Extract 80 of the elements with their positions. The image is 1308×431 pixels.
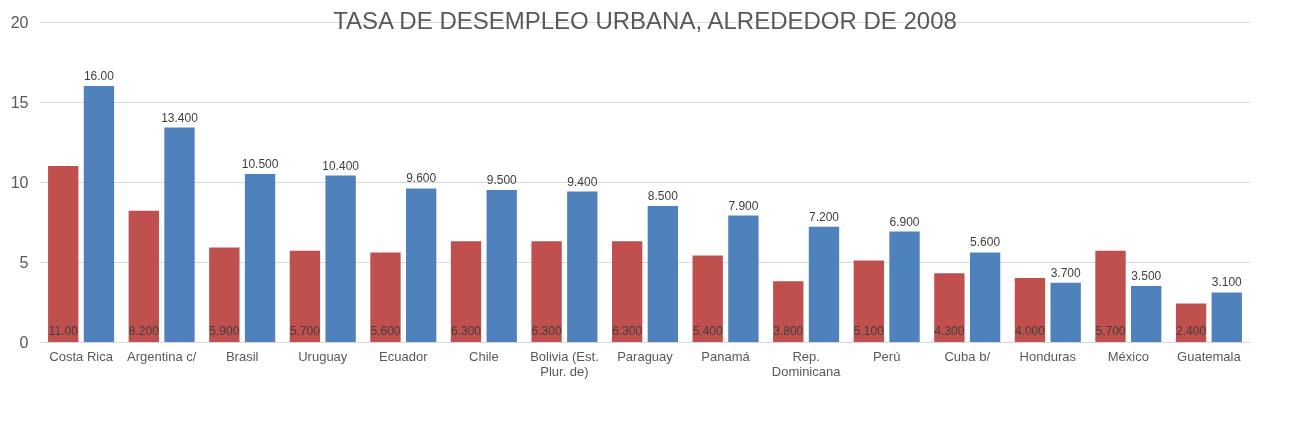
data-label: 8.500 — [647, 189, 679, 203]
data-label: 3.500 — [1131, 269, 1162, 283]
y-tick-label: 20 — [10, 13, 29, 31]
data-label: 2.400 — [1176, 324, 1207, 338]
x-tick-label: Honduras — [1019, 348, 1077, 364]
data-label: 5.100 — [853, 324, 885, 338]
bar — [48, 166, 79, 342]
data-label: 6.300 — [531, 324, 562, 338]
data-label: 5.600 — [370, 324, 401, 338]
data-label: 16.00 — [83, 69, 115, 83]
bar — [611, 241, 643, 342]
x-tick-label: Argentina c/ — [126, 348, 197, 364]
x-tick-label: Costa Rica — [49, 348, 114, 364]
bar — [647, 206, 679, 342]
bar — [934, 273, 965, 342]
bar — [244, 174, 276, 342]
bar — [83, 86, 115, 342]
data-label: 9.400 — [567, 174, 598, 189]
data-label: 3.800 — [773, 324, 804, 338]
bar — [1014, 278, 1046, 342]
x-tick-label: Panamá — [701, 348, 751, 364]
data-label: 10.400 — [322, 158, 360, 173]
data-label: 9.500 — [486, 173, 518, 187]
data-label: 3.700 — [1050, 265, 1081, 280]
x-tick-label: Rep. Dominicana — [771, 348, 842, 379]
bar — [486, 190, 517, 342]
data-label: 11.00 — [48, 324, 79, 338]
x-tick-label: Uruguay — [298, 348, 348, 364]
x-tick-label: Guatemala — [1177, 348, 1242, 364]
bar — [889, 231, 920, 342]
data-label: 9.600 — [406, 171, 437, 186]
y-tick-label: 5 — [19, 253, 29, 271]
data-label: 6.900 — [889, 214, 920, 229]
bar — [1131, 286, 1162, 342]
bar — [969, 252, 1001, 342]
bar — [209, 247, 240, 342]
data-label: 5.700 — [1095, 324, 1126, 338]
data-label: 4.300 — [934, 324, 965, 338]
bar — [128, 210, 159, 342]
y-tick-label: 10 — [10, 173, 29, 191]
bar — [289, 250, 321, 342]
data-label: 5.400 — [692, 324, 724, 338]
bar — [1211, 292, 1242, 342]
data-label: 7.900 — [728, 198, 759, 213]
data-label: 7.200 — [808, 209, 840, 224]
data-label: 5.600 — [970, 235, 1001, 250]
bar — [853, 260, 884, 342]
y-tick-label: 15 — [10, 93, 29, 111]
x-tick-label: Perú — [872, 348, 901, 364]
bar — [773, 281, 804, 342]
bar — [450, 241, 482, 342]
bar — [164, 127, 195, 342]
chart-title: TASA DE DESEMPLEO URBANA, ALREDEDOR DE 2008 — [333, 7, 957, 34]
data-label: 6.300 — [612, 324, 643, 338]
bar — [728, 215, 759, 342]
data-label: 3.100 — [1211, 275, 1243, 290]
bar — [370, 252, 401, 342]
x-tick-label: Brasil — [225, 348, 259, 364]
bar — [1095, 250, 1126, 342]
bar — [692, 255, 723, 342]
bar — [531, 241, 562, 342]
x-tick-label: Paraguay — [617, 348, 674, 364]
data-label: 6.300 — [451, 324, 482, 338]
x-tick-label: Ecuador — [379, 348, 429, 364]
bar — [1050, 282, 1081, 342]
data-label: 5.700 — [289, 324, 321, 338]
x-tick-label: México — [1107, 348, 1149, 364]
data-label: 10.500 — [241, 157, 279, 171]
x-tick-label: Chile — [469, 348, 499, 364]
bar — [325, 175, 356, 342]
data-label: 5.900 — [209, 324, 240, 338]
y-tick-label: 0 — [19, 333, 29, 351]
data-label: 4.000 — [1014, 324, 1046, 338]
x-tick-label: Cuba b/ — [944, 348, 991, 364]
bar — [567, 191, 598, 342]
x-tick-label: Bolivia (Est. Plur. de) — [530, 348, 599, 379]
data-label: 8.200 — [128, 324, 160, 338]
bar — [808, 226, 840, 342]
bar — [406, 188, 437, 342]
data-label: 13.400 — [161, 110, 199, 125]
